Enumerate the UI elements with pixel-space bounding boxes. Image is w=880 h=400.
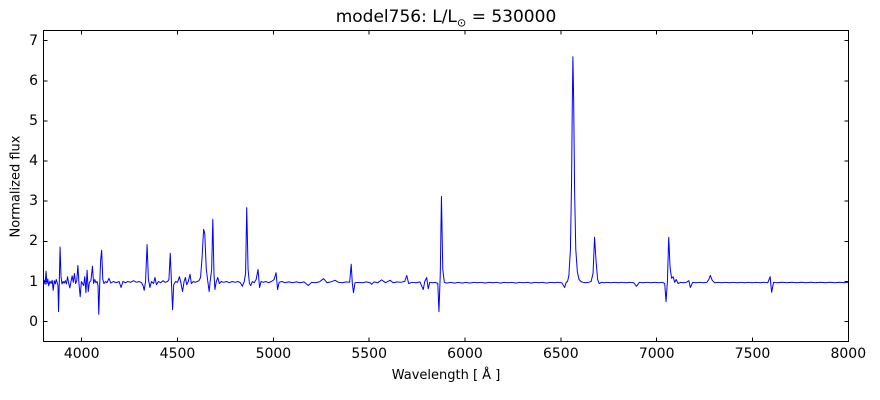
- x-tick-label: 8000: [830, 346, 867, 362]
- axes-frame: [42, 30, 849, 343]
- y-tick-label: 2: [29, 233, 38, 250]
- y-axis-label: Normalized flux: [8, 135, 24, 238]
- y-tick-label: 4: [29, 153, 38, 170]
- y-tick-label: 7: [29, 32, 38, 49]
- y-tick-label: 3: [29, 193, 38, 210]
- plot-title-suffix: = 530000: [466, 7, 557, 27]
- spectrum-line: [42, 56, 849, 315]
- x-tick-label: 5000: [255, 346, 292, 362]
- plot-title: model756: L/L⊙ = 530000: [146, 7, 746, 30]
- tick-marks: [43, 30, 849, 342]
- sun-symbol-subscript: ⊙: [456, 16, 467, 30]
- x-axis-label: Wavelength [ Å ]: [391, 368, 501, 383]
- x-tick-label: 6000: [447, 346, 483, 362]
- x-tick-label: 5500: [351, 346, 387, 362]
- y-tick-label: 1: [29, 273, 38, 290]
- x-tick-label: 4000: [63, 346, 100, 362]
- y-tick-label: 0: [29, 313, 38, 330]
- plot-title-prefix: model756: L/L: [335, 7, 457, 27]
- x-tick-label: 4500: [159, 346, 196, 362]
- x-tick-label: 7000: [638, 346, 675, 362]
- y-tick-label: 6: [29, 72, 38, 89]
- x-tick-label: 7500: [734, 346, 771, 362]
- y-tick-label: 5: [29, 113, 38, 129]
- x-tick-label: 6500: [542, 346, 579, 362]
